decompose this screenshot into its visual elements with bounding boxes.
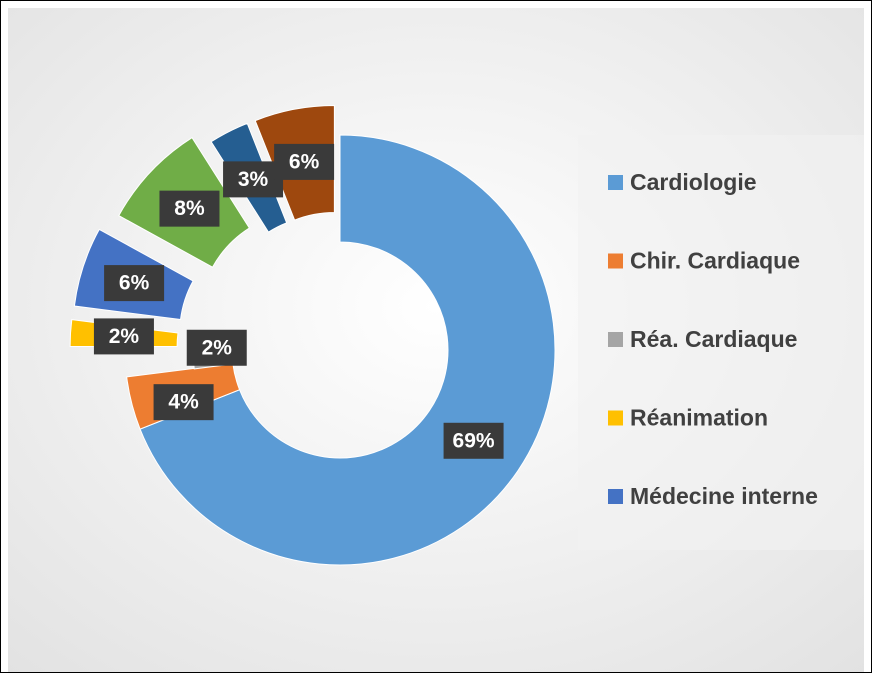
data-label: 6% [289,150,320,173]
legend-swatch [608,489,623,504]
data-label-box [443,422,504,459]
legend-swatch [608,253,623,269]
legend-label: Chir. Cardiaque [630,248,800,274]
data-label: 8% [174,197,205,220]
data-label: 2% [109,325,140,348]
legend-swatch [608,332,623,347]
data-label-box [153,384,214,421]
data-label-box [274,143,335,180]
data-label-box [186,329,247,366]
data-label-box [159,190,220,227]
data-label: 3% [238,168,269,191]
legend-background [578,135,864,550]
data-label: 2% [202,336,233,359]
data-label: 6% [119,272,150,295]
legend-swatch [608,410,623,426]
data-label: 69% [453,429,495,452]
legend-label: Réanimation [630,405,768,431]
data-label-box [104,265,165,302]
legend-label: Médecine interne [630,483,818,509]
data-label: 4% [168,391,199,414]
data-label-box [223,161,284,198]
legend-swatch [608,175,623,190]
data-label-box [93,318,154,355]
legend: Cardiologie Chir. Cardiaque Réa. Cardiaque… [578,135,864,550]
legend-label: Cardiologie [630,169,757,195]
legend-label: Réa. Cardiaque [630,326,797,352]
